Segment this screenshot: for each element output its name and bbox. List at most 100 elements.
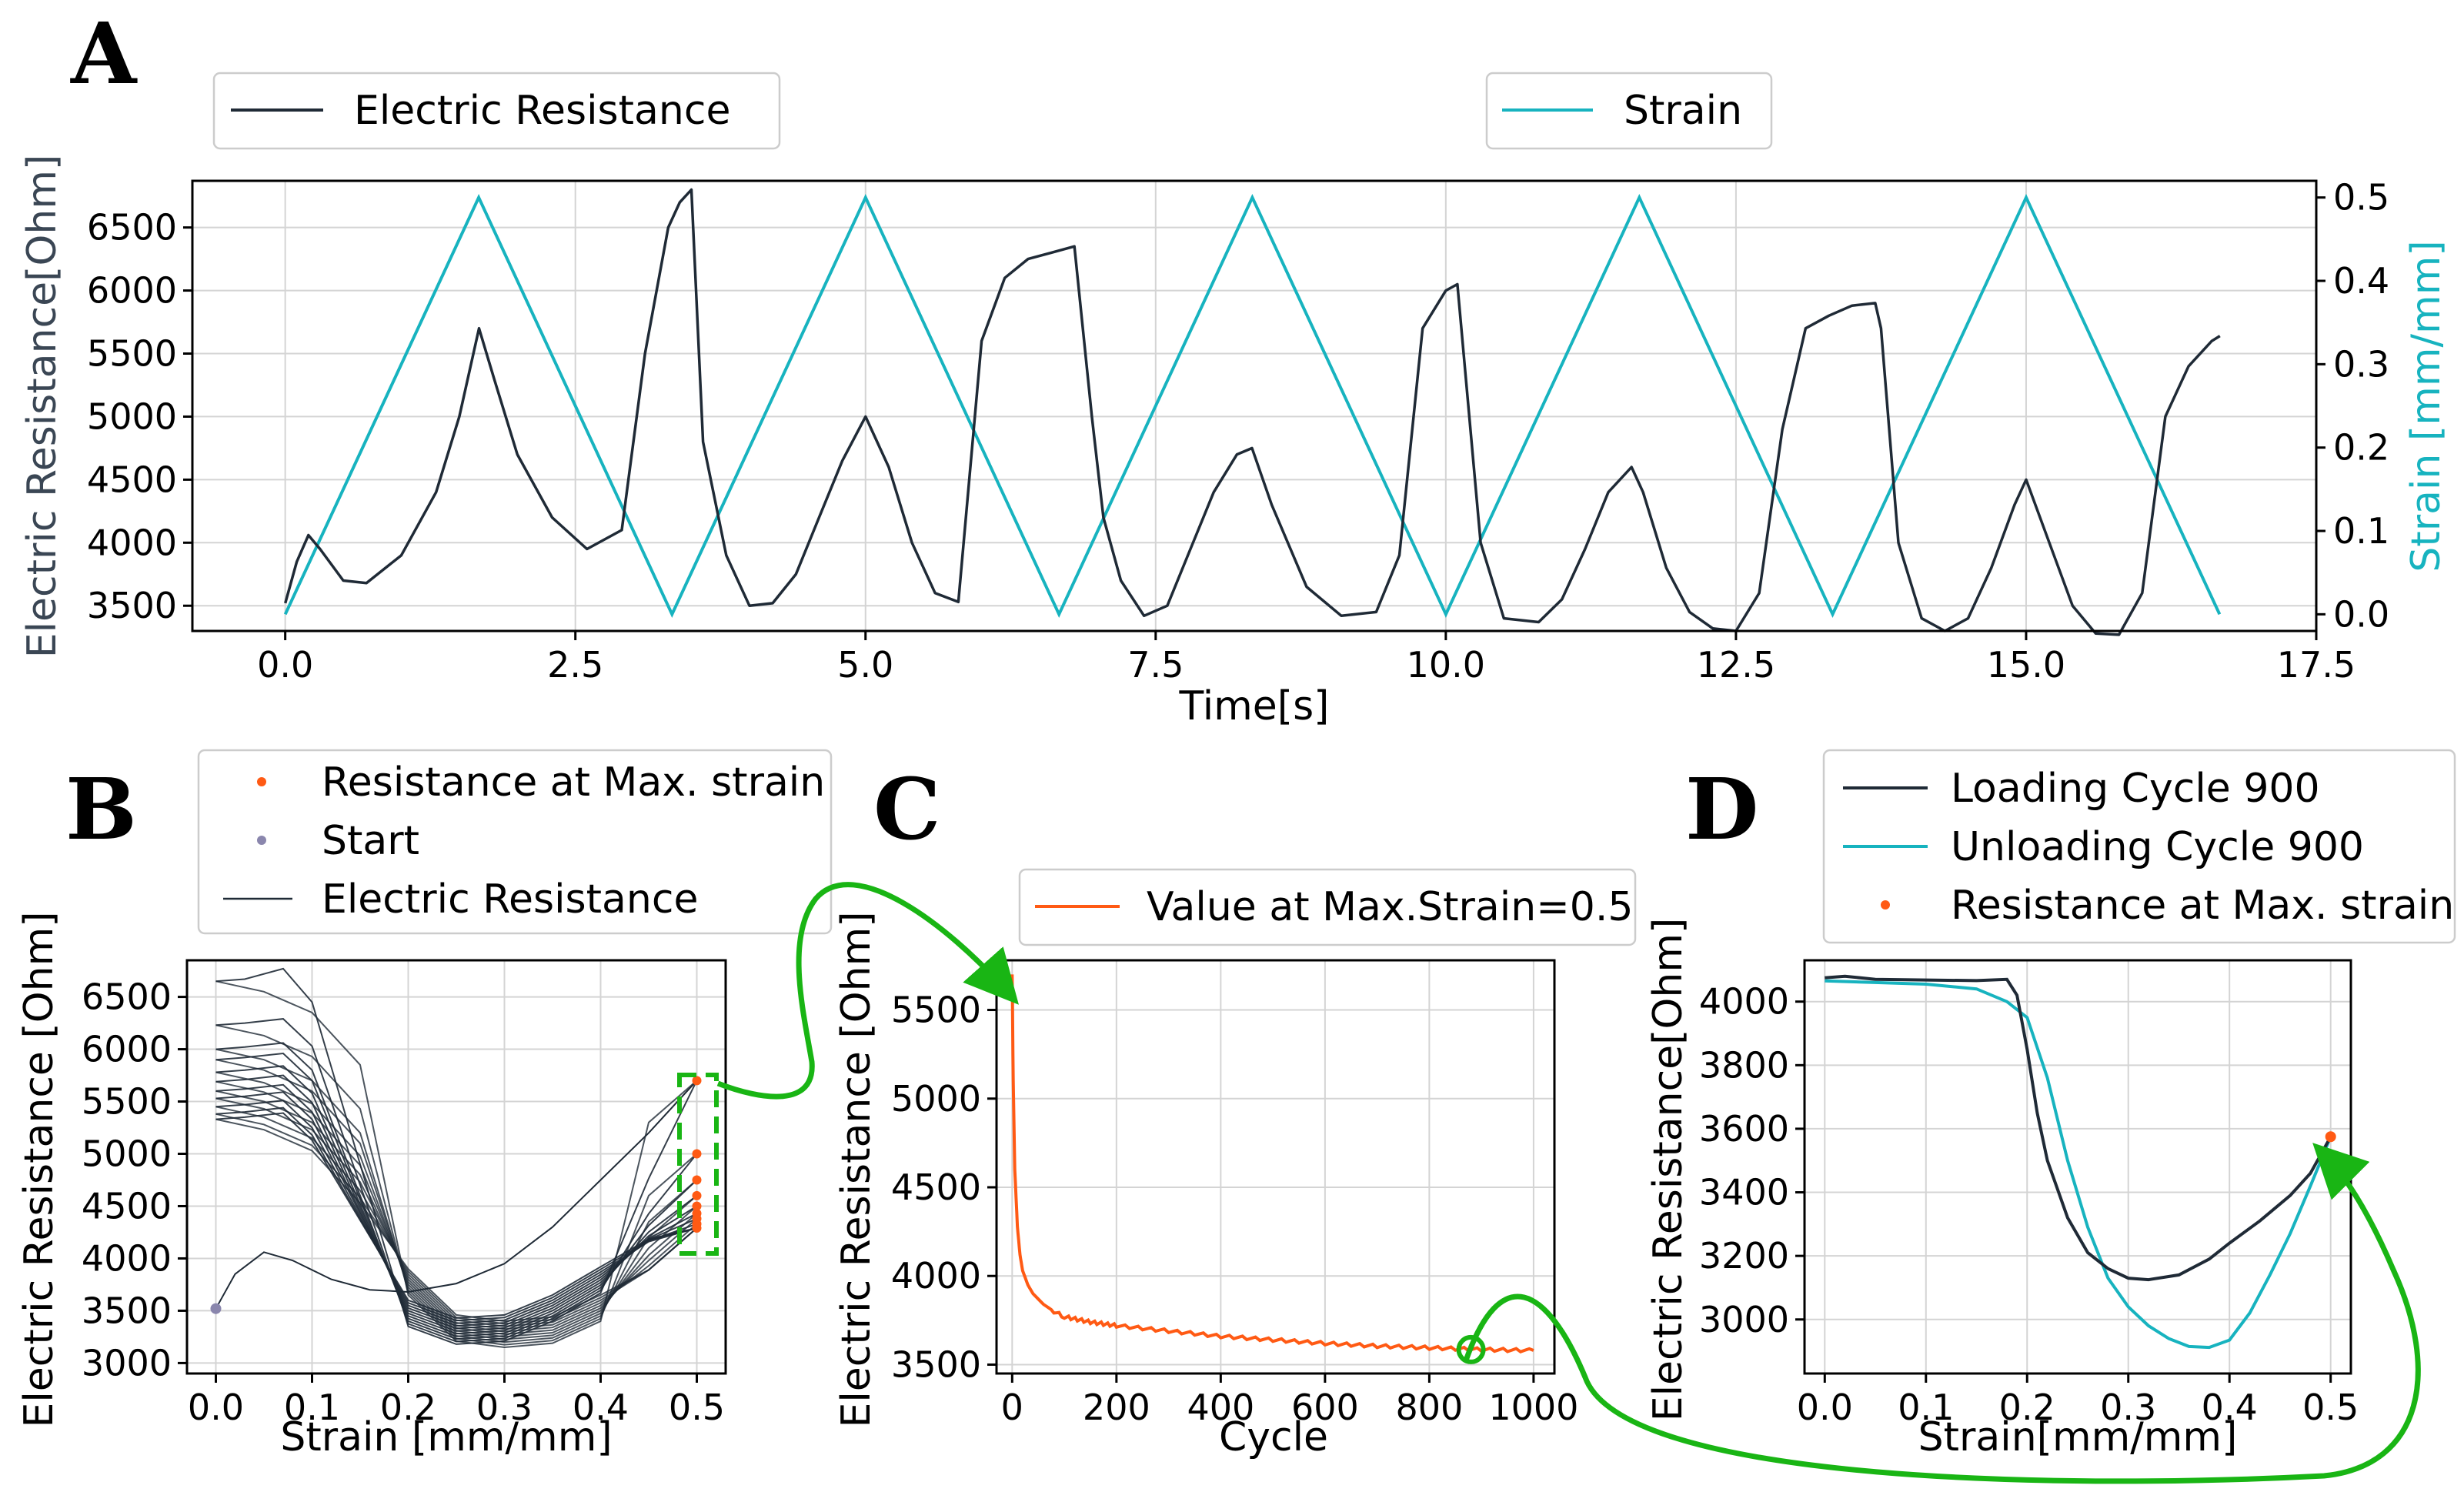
y-right-tick-label: 0.2 bbox=[2333, 427, 2389, 469]
y-tick-label: 4000 bbox=[891, 1255, 981, 1297]
y-left-tick-label: 4500 bbox=[87, 459, 177, 500]
legend-label-unloading: Unloading Cycle 900 bbox=[1951, 824, 2364, 870]
panel-c-y-ticks: 3500 4000 4500 5000 5500 bbox=[891, 990, 997, 1385]
legend-swatch-max-strain bbox=[257, 777, 266, 786]
series-loading-cycle-900 bbox=[1825, 974, 2332, 1282]
panel-c-x-label: Cycle bbox=[1219, 1414, 1328, 1460]
x-tick-label: 0.1 bbox=[284, 1387, 340, 1428]
series-electric-resistance bbox=[284, 188, 2221, 636]
y-tick-label: 3500 bbox=[82, 1290, 172, 1331]
legend-label-strain: Strain bbox=[1624, 88, 1742, 134]
panel-b-points bbox=[210, 1076, 702, 1314]
y-left-tick-label: 5500 bbox=[87, 332, 177, 374]
max-strain-point-d bbox=[2325, 1131, 2336, 1143]
panel-letter-b: B bbox=[65, 759, 137, 859]
y-right-tick-label: 0.4 bbox=[2333, 260, 2389, 302]
panel-b-legend: Resistance at Max. strain Start Electric… bbox=[197, 749, 833, 935]
connector-arrow-b-to-c bbox=[716, 882, 1019, 1100]
panel-a-legend-strain: Strain bbox=[1485, 72, 1773, 150]
panel-a-frame bbox=[191, 179, 2318, 633]
y-tick-label: 3800 bbox=[1699, 1044, 1789, 1086]
x-tick-label: 10.0 bbox=[1407, 644, 1485, 686]
panel-d-x-label: Strain[mm/mm] bbox=[1918, 1414, 2238, 1460]
y-tick-label: 3400 bbox=[1699, 1172, 1789, 1213]
series-value-at-max-strain bbox=[1010, 974, 1534, 1354]
y-left-tick-label: 6500 bbox=[87, 207, 177, 249]
panel-d-frame bbox=[1803, 959, 2352, 1375]
y-left-tick-label: 5000 bbox=[87, 396, 177, 437]
x-tick-label: 12.5 bbox=[1697, 644, 1775, 686]
x-tick-label: 0.0 bbox=[1797, 1387, 1853, 1428]
panel-d-x-ticks: 0.0 0.1 0.2 0.3 0.4 0.5 bbox=[1797, 1373, 2359, 1428]
loop-line bbox=[215, 1112, 697, 1319]
panel-b-frame bbox=[185, 959, 727, 1375]
x-tick-label: 0.3 bbox=[2100, 1387, 2156, 1428]
y-tick-label: 3600 bbox=[1699, 1108, 1789, 1150]
y-tick-label: 4000 bbox=[1699, 981, 1789, 1023]
y-tick-label: 5000 bbox=[891, 1078, 981, 1120]
max-strain-point bbox=[692, 1223, 702, 1233]
y-tick-label: 4500 bbox=[82, 1185, 172, 1227]
panel-c-legend: Value at Max.Strain=0.5 bbox=[1018, 868, 1637, 946]
x-tick-label: 0 bbox=[1001, 1387, 1023, 1428]
y-left-tick-label: 6000 bbox=[87, 270, 177, 312]
panel-c-highlight-circle bbox=[1456, 1334, 1486, 1364]
x-tick-label: 0.3 bbox=[476, 1387, 533, 1428]
panel-b-x-label: Strain [mm/mm] bbox=[280, 1414, 612, 1460]
x-tick-label: 0.5 bbox=[2302, 1387, 2359, 1428]
loop-line-return bbox=[215, 1097, 698, 1330]
panel-a-chart: 0.0 2.5 5.0 7.5 10.0 12.5 15.0 17.5 3500 4000 450… bbox=[19, 72, 2449, 729]
loop-line bbox=[215, 1100, 697, 1324]
panel-d-legend: Loading Cycle 900 Unloading Cycle 900 Re… bbox=[1822, 749, 2456, 944]
x-tick-label: 0.4 bbox=[573, 1387, 629, 1428]
legend-swatch-max-strain-d bbox=[1881, 900, 1890, 910]
x-tick-label: 800 bbox=[1395, 1387, 1463, 1428]
x-tick-label: 17.5 bbox=[2277, 644, 2355, 686]
y-tick-label: 4000 bbox=[82, 1237, 172, 1279]
y-tick-label: 3000 bbox=[1699, 1299, 1789, 1340]
x-tick-label: 5.0 bbox=[837, 644, 893, 686]
y-tick-label: 3500 bbox=[891, 1343, 981, 1385]
loop-line bbox=[215, 1091, 697, 1327]
panel-b-highlight-box bbox=[677, 1073, 719, 1256]
x-tick-label: 200 bbox=[1083, 1387, 1150, 1428]
panel-a-y-left-ticks: 3500 4000 4500 5000 5500 6000 6500 bbox=[87, 207, 192, 626]
panel-a-x-label: Time[s] bbox=[1179, 683, 1330, 729]
x-tick-label: 0.4 bbox=[2202, 1387, 2258, 1428]
y-left-tick-label: 4000 bbox=[87, 522, 177, 563]
series-unloading-cycle-900 bbox=[1825, 979, 2332, 1350]
legend-label-start: Start bbox=[322, 818, 419, 864]
legend-label-loading: Loading Cycle 900 bbox=[1951, 766, 2320, 812]
loop-line bbox=[215, 1065, 698, 1335]
x-tick-label: 2.5 bbox=[547, 644, 603, 686]
panel-d-cycle-lines bbox=[1825, 974, 2336, 1350]
panel-a-resistance-line bbox=[284, 188, 2221, 636]
x-tick-label: 0.0 bbox=[188, 1387, 244, 1428]
x-tick-label: 0.0 bbox=[257, 644, 313, 686]
panel-letter-c: C bbox=[873, 759, 941, 859]
x-tick-label: 0.2 bbox=[380, 1387, 436, 1428]
panel-a-grid bbox=[192, 181, 2317, 631]
y-tick-label: 3000 bbox=[82, 1342, 172, 1384]
panel-c-frame bbox=[995, 959, 1556, 1375]
max-strain-point bbox=[692, 1201, 702, 1211]
x-tick-label: 15.0 bbox=[1987, 644, 2065, 686]
legend-label-max-strain-d: Resistance at Max. strain bbox=[1951, 883, 2454, 929]
y-tick-label: 5000 bbox=[82, 1133, 172, 1175]
max-strain-point bbox=[692, 1076, 702, 1086]
y-right-tick-label: 0.5 bbox=[2333, 177, 2389, 219]
panel-c-y-label: Electric Resistance [Ohm] bbox=[833, 911, 880, 1427]
x-tick-label: 0.1 bbox=[1898, 1387, 1954, 1428]
panel-letter-a: A bbox=[70, 4, 138, 103]
panel-a-legend-resistance: Electric Resistance bbox=[212, 72, 781, 150]
panel-b-y-ticks: 3000 3500 4000 4500 5000 5500 6000 6500 bbox=[82, 976, 187, 1384]
loop-line bbox=[215, 1074, 697, 1332]
panel-letter-d: D bbox=[1685, 759, 1758, 859]
y-tick-label: 3200 bbox=[1699, 1235, 1789, 1277]
panel-c-series-line bbox=[1010, 974, 1534, 1354]
series-strain bbox=[283, 193, 2222, 619]
x-tick-label: 1000 bbox=[1488, 1387, 1578, 1428]
loop-line bbox=[215, 1083, 697, 1330]
loop-line bbox=[215, 1042, 698, 1340]
